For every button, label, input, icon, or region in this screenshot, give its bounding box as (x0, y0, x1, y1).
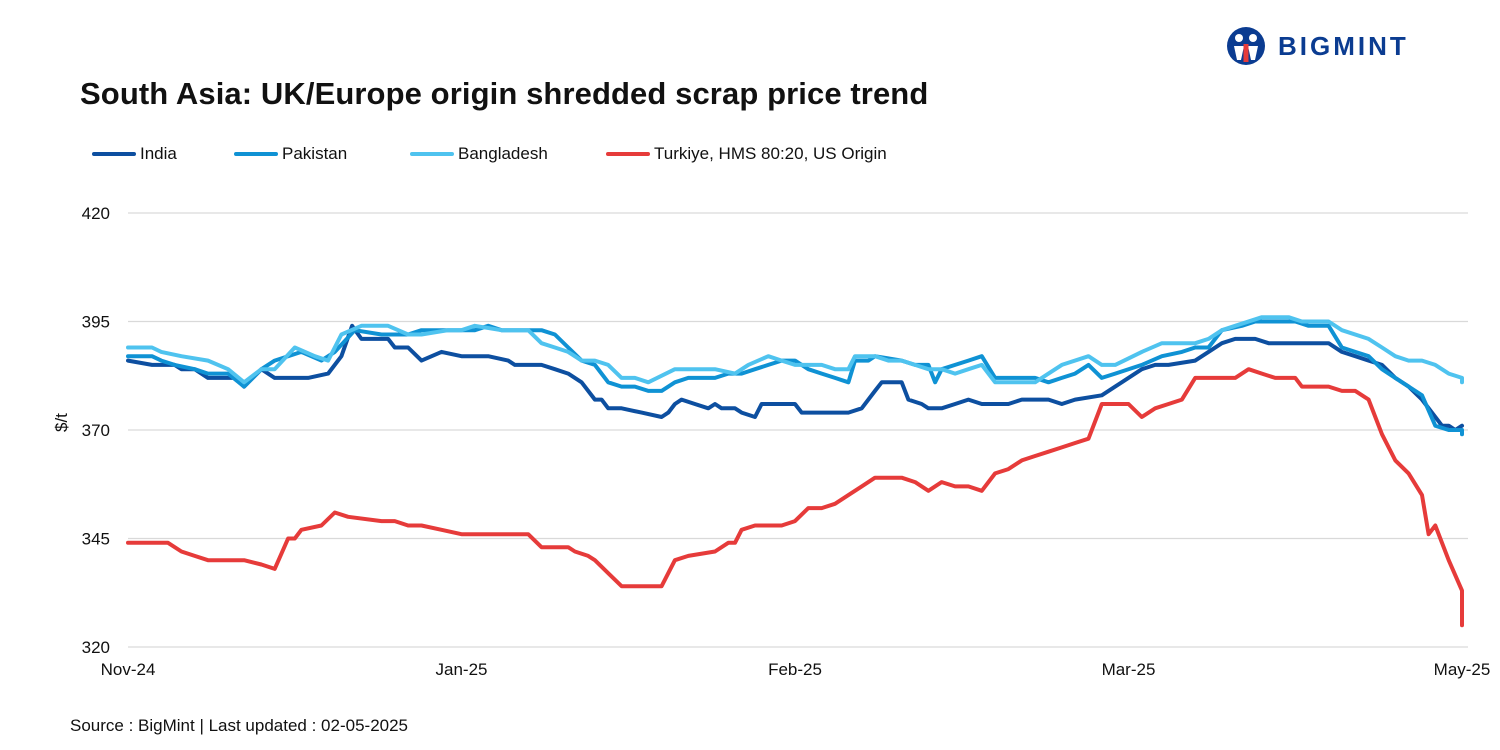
legend-item-2: Bangladesh (410, 144, 548, 164)
x-tick-labels: Nov-24 Jan-25 Feb-25 Mar-25 May-25 (101, 660, 1491, 679)
x-tick-label-2: Feb-25 (768, 660, 822, 679)
legend-item-0: India (92, 144, 177, 164)
y-tick-label-320: 320 (82, 638, 110, 657)
legend-label-3: Turkiye, HMS 80:20, US Origin (654, 144, 887, 163)
series-line-0 (126, 323, 1464, 432)
legend-swatch-2 (410, 152, 454, 156)
x-tick-label-1: Jan-25 (436, 660, 488, 679)
legend-item-1: Pakistan (234, 144, 347, 164)
brand-name: BIGMINT (1278, 30, 1409, 61)
legend-swatch-1 (234, 152, 278, 156)
series-line-1 (126, 319, 1464, 437)
y-tick-label-420: 420 (82, 204, 110, 223)
x-tick-label-3: Mar-25 (1102, 660, 1156, 679)
x-tick-label-0: Nov-24 (101, 660, 156, 679)
bigmint-logo: BIGMINT (1226, 26, 1409, 66)
series-lines (126, 315, 1464, 628)
y-tick-label-345: 345 (82, 530, 110, 549)
gridlines (128, 212, 1468, 648)
series-line-2 (126, 315, 1464, 385)
legend-label-1: Pakistan (282, 144, 348, 163)
y-tick-labels: 320 345 370 395 420 (82, 204, 110, 657)
legend-label-0: India (140, 144, 177, 163)
legend-item-3: Turkiye, HMS 80:20, US Origin (606, 144, 887, 164)
legend-label-2: Bangladesh (458, 144, 548, 163)
source-note: Source : BigMint | Last updated : 02-05-… (70, 716, 409, 735)
legend-swatch-3 (606, 152, 650, 156)
bigmint-logo-icon (1227, 27, 1265, 65)
y-tick-label-370: 370 (82, 421, 110, 440)
chart-title: South Asia: UK/Europe origin shredded sc… (80, 76, 929, 111)
legend-swatch-0 (92, 152, 136, 156)
series-line-3 (126, 367, 1464, 628)
x-tick-label-4: May-25 (1434, 660, 1491, 679)
y-tick-label-395: 395 (82, 313, 110, 332)
